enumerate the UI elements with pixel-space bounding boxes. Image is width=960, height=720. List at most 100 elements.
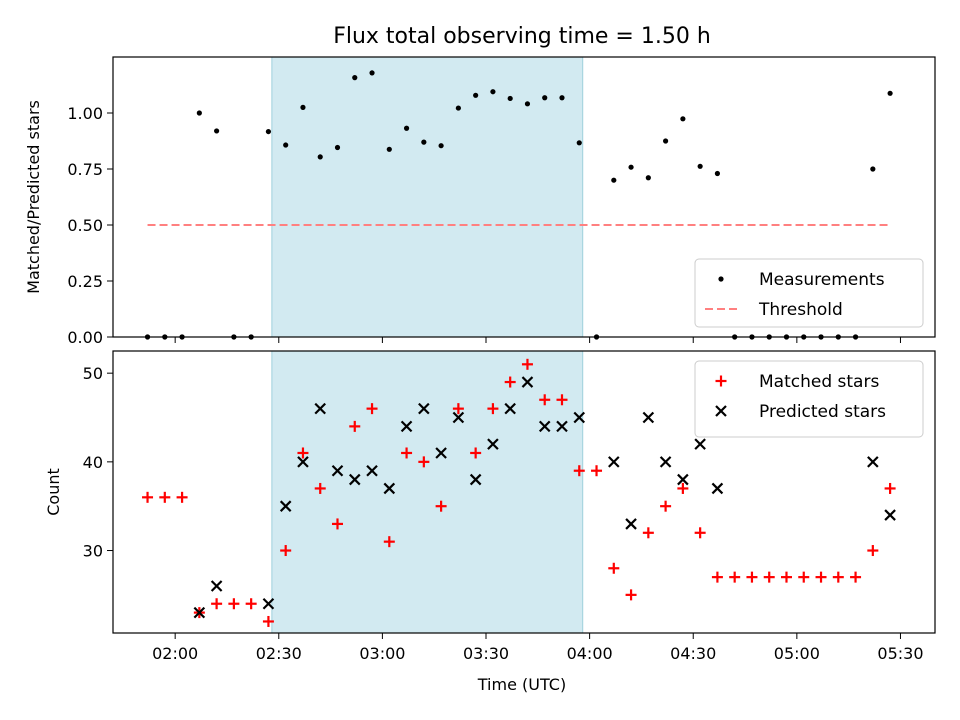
- data-point: [697, 163, 703, 169]
- observing-window-band: [271, 351, 583, 633]
- data-point: [660, 500, 672, 512]
- bottom-panel: 30 40 50 02:00 02:30 03:00 03:30 04:00 04:30 05:0…: [83, 350, 936, 663]
- data-point: [642, 411, 655, 424]
- data-point: [608, 562, 620, 574]
- legend-label: Predicted stars: [759, 402, 886, 422]
- data-point: [850, 571, 862, 583]
- data-point: [314, 402, 327, 415]
- data-point: [645, 175, 651, 181]
- data-point: [421, 139, 427, 145]
- data-point: [317, 154, 323, 160]
- bottom-y-axis-label: Count: [44, 468, 63, 516]
- data-point: [331, 518, 343, 530]
- legend-label: Measurements: [759, 270, 885, 290]
- x-axis-label: Time (UTC): [477, 675, 566, 694]
- legend-swatch: [715, 375, 727, 387]
- data-point: [300, 104, 306, 110]
- data-point: [334, 144, 341, 151]
- x-tick-label: 04:30: [670, 644, 716, 663]
- legend: Measurements Threshold: [694, 258, 924, 328]
- zero-value-points: [144, 334, 859, 340]
- data-point: [366, 464, 378, 477]
- data-point: [556, 420, 568, 433]
- data-point: [193, 606, 206, 619]
- data-point: [711, 482, 724, 495]
- data-point: [714, 170, 721, 177]
- data-point: [452, 411, 465, 424]
- data-point: [383, 482, 396, 495]
- data-point: [245, 598, 257, 610]
- plot-area: [142, 358, 896, 627]
- x-tick-label: 05:30: [877, 644, 923, 663]
- x-tick-label: 03:00: [359, 644, 405, 663]
- data-point: [352, 75, 358, 81]
- data-point: [176, 491, 188, 503]
- data-point: [438, 143, 444, 149]
- data-point: [663, 138, 669, 144]
- data-point: [455, 105, 461, 111]
- y-tick-label: 1.00: [67, 104, 103, 123]
- data-point: [196, 110, 202, 116]
- data-point: [369, 70, 375, 76]
- data-point: [504, 402, 516, 415]
- data-point: [473, 92, 479, 98]
- data-point: [314, 482, 326, 494]
- data-point: [608, 456, 620, 468]
- data-point: [401, 447, 413, 459]
- data-point: [418, 402, 430, 415]
- x-tick-label: 02:00: [152, 644, 198, 663]
- data-point: [576, 140, 582, 146]
- data-point: [625, 518, 637, 530]
- series-predicted-stars: [193, 376, 896, 619]
- y-tick-label: 0.25: [67, 272, 103, 291]
- data-point: [366, 403, 378, 415]
- data-point: [280, 545, 292, 557]
- data-point: [403, 125, 410, 131]
- data-point: [694, 438, 706, 450]
- legend-swatch: [715, 405, 727, 417]
- data-point: [884, 509, 896, 521]
- data-point: [625, 589, 637, 601]
- data-point: [504, 376, 516, 388]
- y-tick-label: 0.75: [67, 160, 103, 179]
- data-point: [591, 465, 603, 477]
- data-point: [386, 146, 392, 152]
- data-point: [573, 465, 585, 477]
- observing-window-band: [271, 57, 583, 337]
- chart-title: Flux total observing time = 1.50 h: [333, 24, 711, 49]
- axes-frame: [112, 350, 936, 634]
- data-point: [677, 473, 689, 486]
- data-point: [573, 411, 586, 424]
- data-point: [884, 482, 896, 494]
- data-point: [556, 394, 568, 406]
- data-point: [265, 128, 272, 135]
- data-point: [642, 527, 654, 539]
- data-point: [711, 571, 723, 583]
- axes-frame: [112, 56, 936, 338]
- data-point: [418, 456, 430, 468]
- data-point: [521, 376, 534, 388]
- x-tick-label: 05:00: [774, 644, 820, 663]
- x-tick-label: 02:30: [256, 644, 302, 663]
- y-tick-label: 0.50: [67, 216, 103, 235]
- data-point: [815, 571, 827, 583]
- data-point: [729, 571, 741, 583]
- data-point: [349, 420, 361, 432]
- data-point: [798, 571, 810, 583]
- data-point: [780, 571, 792, 583]
- legend-label: Threshold: [758, 300, 843, 320]
- data-point: [210, 580, 223, 592]
- legend-box: [694, 258, 924, 328]
- data-point: [628, 164, 634, 170]
- data-point: [832, 571, 844, 583]
- legend-box: [694, 360, 924, 438]
- legend: Matched stars Predicted stars: [694, 360, 924, 438]
- legend-label: Matched stars: [759, 372, 879, 392]
- data-point: [297, 447, 309, 459]
- data-point: [214, 128, 220, 134]
- data-point: [611, 177, 617, 183]
- y-tick-label: 30: [83, 542, 103, 561]
- data-point: [331, 464, 344, 477]
- data-point: [211, 598, 223, 610]
